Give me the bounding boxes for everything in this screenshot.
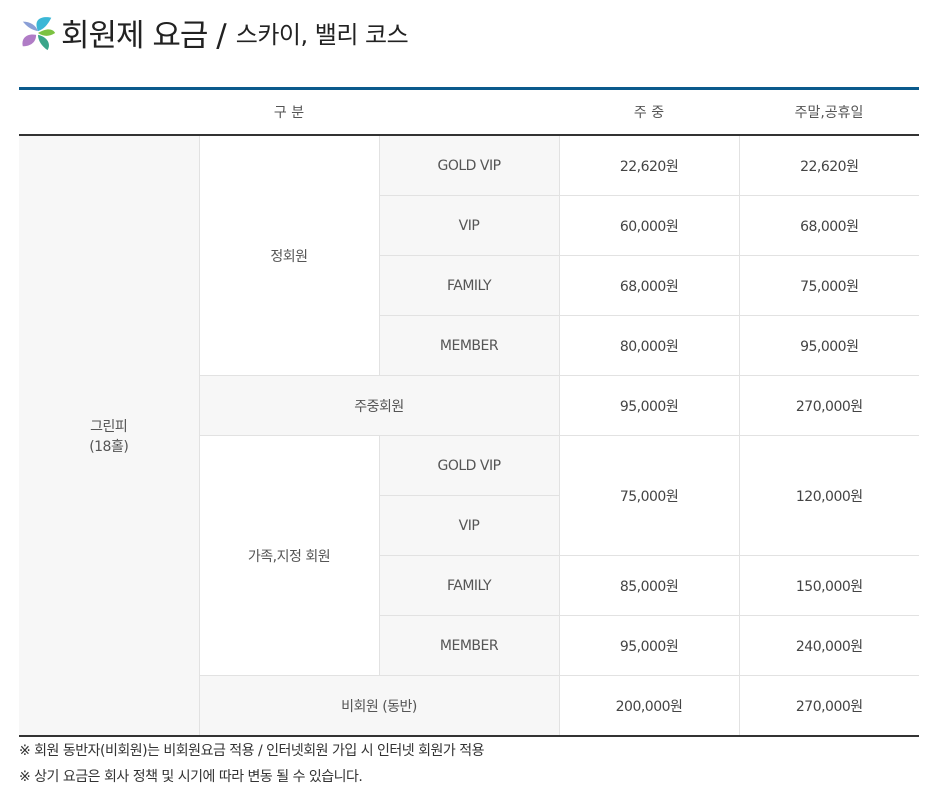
price-weekend: 150,000원 xyxy=(738,555,920,616)
price-weekend: 270,000원 xyxy=(738,675,920,737)
price-weekday: 95,000원 xyxy=(558,615,740,676)
table-row: 비회원 (동반) 200,000원 270,000원 xyxy=(19,675,920,737)
price-weekday: 22,620원 xyxy=(558,134,740,196)
price-weekend: 95,000원 xyxy=(738,315,920,376)
header-category: 구 분 xyxy=(19,88,560,136)
header-weekend: 주말,공휴일 xyxy=(739,88,920,136)
price-weekend: 75,000원 xyxy=(738,255,920,316)
title-sub: 스카이, 밸리 코스 xyxy=(235,21,409,49)
note-line: ※ 상기 요금은 회사 정책 및 시기에 따라 변동 될 수 있습니다. xyxy=(19,769,363,785)
price-weekend: 240,000원 xyxy=(738,615,920,676)
notes: ※ 회원 동반자(비회원)는 비회원요금 적용 / 인터넷회원 가입 시 인터넷… xyxy=(19,738,484,790)
flower-logo-icon xyxy=(22,16,56,50)
price-weekday: 85,000원 xyxy=(558,555,740,616)
table-row: 주중회원 95,000원 270,000원 xyxy=(19,375,920,436)
note-line: ※ 회원 동반자(비회원)는 비회원요금 적용 / 인터넷회원 가입 시 인터넷… xyxy=(19,743,484,759)
price-weekday: 60,000원 xyxy=(558,195,740,256)
price-weekend: 120,000원 xyxy=(738,435,920,556)
tier-cell: GOLD VIP xyxy=(378,435,560,496)
price-weekend: 270,000원 xyxy=(738,375,920,436)
tier-cell: MEMBER xyxy=(379,315,560,376)
header-weekday: 주 중 xyxy=(559,88,740,136)
price-weekday: 68,000원 xyxy=(558,255,740,316)
table-row: MEMBER 95,000원 240,000원 xyxy=(19,615,920,676)
tier-cell: FAMILY xyxy=(379,255,560,316)
table-row: 그린피 (18홀) 정회원 GOLD VIP 22,620원 22,620원 xyxy=(19,134,920,737)
price-weekday: 200,000원 xyxy=(558,675,740,737)
table-row: FAMILY 85,000원 150,000원 xyxy=(19,555,920,616)
group-nonmember: 비회원 (동반) xyxy=(199,675,560,737)
table-row: VIP xyxy=(19,495,919,556)
header-row: 구 분 주 중 주말,공휴일 xyxy=(19,88,920,136)
table-row: VIP 60,000원 68,000원 xyxy=(19,195,920,256)
price-weekday: 80,000원 xyxy=(558,315,740,376)
tier-cell: VIP xyxy=(379,195,560,256)
table-row: MEMBER 80,000원 95,000원 xyxy=(19,315,920,376)
group-weekday: 주중회원 xyxy=(199,375,560,436)
group-family: 가족,지정 회원 xyxy=(199,435,380,676)
price-weekend: 68,000원 xyxy=(738,195,920,256)
page-title: 회원제 요금 / 스카이, 밸리 코스 xyxy=(19,10,409,55)
tier-cell: MEMBER xyxy=(379,615,560,676)
table-row: 가족,지정 회원 GOLD VIP 75,000원 120,000원 xyxy=(19,435,920,676)
price-weekday: 75,000원 xyxy=(558,435,740,556)
table-row: FAMILY 68,000원 75,000원 xyxy=(19,255,920,316)
tier-cell: GOLD VIP xyxy=(378,134,560,196)
group-regular: 정회원 xyxy=(198,134,380,376)
tier-cell: FAMILY xyxy=(379,555,560,616)
tier-cell: VIP xyxy=(379,495,560,556)
fee-table: 구 분 주 중 주말,공휴일 그린피 (18홀) 정회원 GOLD VIP 22… xyxy=(19,87,920,737)
title-main: 회원제 요금 / xyxy=(61,18,227,54)
course-cell: 그린피 (18홀) xyxy=(19,134,200,737)
price-weekend: 22,620원 xyxy=(738,134,920,196)
price-weekday: 95,000원 xyxy=(558,375,740,436)
